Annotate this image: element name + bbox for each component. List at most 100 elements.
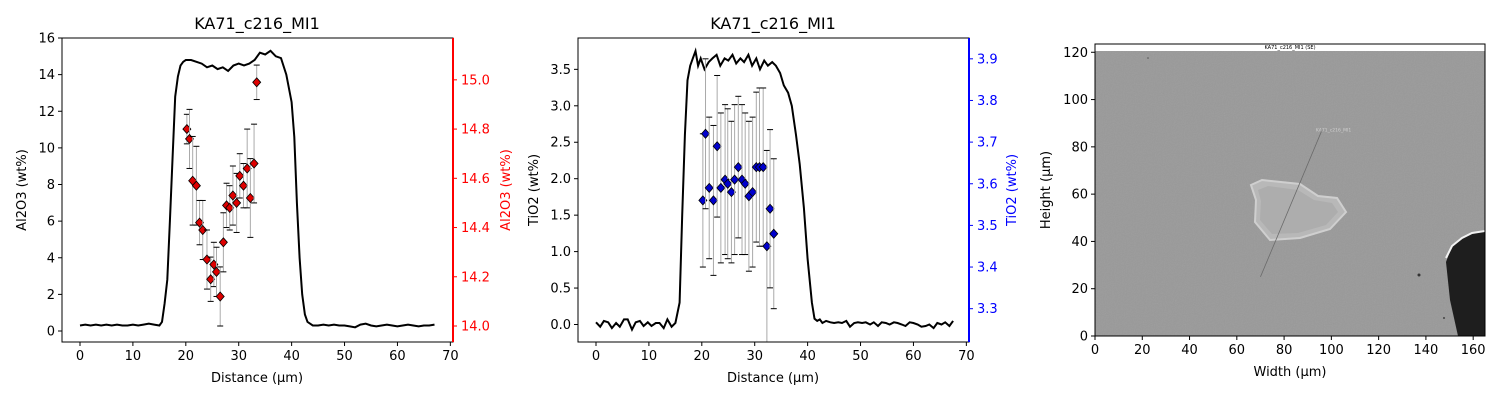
data-point bbox=[249, 123, 259, 204]
secondary-y-axis-label: TiO2 (wt%) bbox=[1005, 154, 1020, 227]
sem-image: KA71_c216_MI1 KA71_c216_MI1 (SE) bbox=[1095, 44, 1485, 336]
y2-tick-label: 14.4 bbox=[461, 221, 490, 236]
y-tick: 8 bbox=[47, 178, 62, 193]
y-tick-label: 0.0 bbox=[550, 318, 571, 333]
x-tick: 120 bbox=[1366, 336, 1391, 358]
y-tick-label: 2.0 bbox=[550, 172, 571, 187]
melt-inclusion bbox=[1258, 186, 1338, 234]
y2-tick: 3.4 bbox=[969, 261, 998, 276]
y-tick-label: 16 bbox=[38, 32, 55, 47]
y2-tick-label: 3.3 bbox=[977, 302, 998, 317]
y-tick: 2.5 bbox=[550, 136, 578, 151]
y2-tick: 3.3 bbox=[969, 302, 998, 317]
y-tick: 40 bbox=[1071, 235, 1095, 250]
x-tick-label: 50 bbox=[852, 349, 869, 364]
x-tick-label: 50 bbox=[336, 349, 353, 364]
point-marker bbox=[242, 163, 252, 174]
data-point bbox=[235, 153, 245, 199]
x-tick-label: 80 bbox=[1276, 343, 1293, 358]
y2-tick: 3.5 bbox=[969, 219, 998, 234]
x-tick-label: 20 bbox=[694, 349, 711, 364]
x-tick: 100 bbox=[1319, 336, 1344, 358]
y-tick-label: 20 bbox=[1071, 282, 1088, 297]
x-tick: 0 bbox=[1091, 336, 1099, 358]
x-tick-label: 20 bbox=[178, 349, 195, 364]
y-tick-label: 2 bbox=[47, 288, 55, 303]
point-marker bbox=[712, 141, 722, 152]
x-tick: 20 bbox=[694, 342, 711, 364]
y-tick: 1.0 bbox=[550, 245, 578, 260]
y-tick: 0.0 bbox=[550, 318, 578, 333]
data-point bbox=[744, 120, 754, 272]
x-tick-label: 10 bbox=[641, 349, 658, 364]
point-marker bbox=[723, 178, 733, 189]
traverse-line bbox=[1260, 130, 1323, 278]
data-point bbox=[758, 87, 768, 247]
point-marker bbox=[218, 237, 228, 248]
data-point bbox=[245, 158, 255, 238]
y2-tick: 14.2 bbox=[453, 270, 490, 285]
data-point bbox=[740, 112, 750, 256]
data-point bbox=[242, 128, 252, 209]
data-point bbox=[765, 129, 775, 289]
y2-tick-label: 14.0 bbox=[461, 320, 490, 335]
x-tick: 0 bbox=[76, 342, 84, 364]
x-axis: 0 20 40 60 80 100 120 140 160 bbox=[1091, 336, 1486, 358]
x-tick: 60 bbox=[389, 342, 406, 364]
y2-tick-label: 15.0 bbox=[461, 73, 490, 88]
y2-tick-label: 3.5 bbox=[977, 219, 998, 234]
y-axis: 0 2 4 6 8 10 12 14 16 bbox=[38, 32, 62, 340]
y-tick: 20 bbox=[1071, 282, 1095, 297]
data-points bbox=[182, 64, 262, 327]
x-tick: 70 bbox=[958, 342, 975, 364]
y2-tick-label: 14.2 bbox=[461, 270, 490, 285]
profile-line bbox=[79, 49, 435, 329]
point-marker bbox=[215, 291, 225, 302]
y-tick: 120 bbox=[1063, 46, 1095, 61]
point-marker bbox=[716, 182, 726, 194]
y-axis-label: TiO2 (wt%) bbox=[527, 154, 542, 227]
x-tick-label: 140 bbox=[1413, 343, 1438, 358]
secondary-y-axis: 3.3 3.4 3.5 3.6 3.7 3.8 3.9 bbox=[969, 52, 998, 317]
point-marker bbox=[245, 192, 255, 204]
chart-panel-al2o3: KA71_c216_MI1 0 10 20 30 40 50 60 70 0 2 4 6 8 10 12 1… bbox=[15, 14, 514, 386]
data-point bbox=[726, 120, 736, 264]
x-tick: 30 bbox=[230, 342, 247, 364]
chart-title: KA71_c216_MI1 bbox=[194, 14, 320, 34]
x-tick-label: 20 bbox=[1134, 343, 1151, 358]
data-point bbox=[769, 158, 779, 310]
y2-tick: 3.6 bbox=[969, 177, 998, 192]
secondary-y-axis: 14.0 14.2 14.4 14.6 14.8 15.0 bbox=[453, 73, 490, 335]
y2-tick: 14.8 bbox=[453, 123, 490, 138]
y2-tick: 15.0 bbox=[453, 73, 490, 88]
x-tick: 80 bbox=[1276, 336, 1293, 358]
y2-tick: 3.7 bbox=[969, 136, 998, 151]
x-tick-label: 120 bbox=[1366, 343, 1391, 358]
data-point bbox=[215, 266, 225, 327]
point-marker bbox=[249, 158, 259, 169]
point-marker bbox=[769, 228, 779, 239]
y-tick: 12 bbox=[38, 105, 62, 120]
x-tick: 140 bbox=[1413, 336, 1438, 358]
point-marker bbox=[225, 202, 235, 213]
data-point bbox=[198, 199, 208, 261]
x-tick-label: 160 bbox=[1461, 343, 1486, 358]
data-point bbox=[748, 116, 758, 268]
x-tick: 30 bbox=[746, 342, 763, 364]
y-tick: 0 bbox=[1080, 330, 1095, 345]
x-tick-label: 10 bbox=[125, 349, 142, 364]
x-tick-label: 60 bbox=[389, 349, 406, 364]
y-tick-label: 1.5 bbox=[550, 209, 571, 224]
x-tick: 160 bbox=[1461, 336, 1486, 358]
point-marker bbox=[206, 274, 216, 285]
y2-tick: 14.4 bbox=[453, 221, 490, 236]
x-tick: 40 bbox=[283, 342, 300, 364]
x-tick: 40 bbox=[1181, 336, 1198, 358]
x-tick-label: 60 bbox=[1229, 343, 1246, 358]
y2-tick-label: 3.9 bbox=[977, 52, 998, 67]
profile-series bbox=[595, 47, 954, 332]
speck bbox=[1147, 57, 1149, 59]
x-axis-label: Distance (µm) bbox=[211, 371, 303, 386]
x-tick: 20 bbox=[1134, 336, 1151, 358]
x-tick-label: 70 bbox=[442, 349, 459, 364]
